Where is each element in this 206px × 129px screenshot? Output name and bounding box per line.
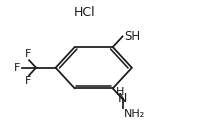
Text: F: F	[25, 49, 31, 59]
Text: F: F	[25, 76, 31, 86]
Text: SH: SH	[125, 30, 141, 43]
Text: F: F	[14, 63, 20, 73]
Text: N: N	[118, 92, 127, 105]
Text: H: H	[116, 87, 124, 97]
Text: HCl: HCl	[74, 6, 95, 19]
Text: NH₂: NH₂	[124, 109, 145, 119]
